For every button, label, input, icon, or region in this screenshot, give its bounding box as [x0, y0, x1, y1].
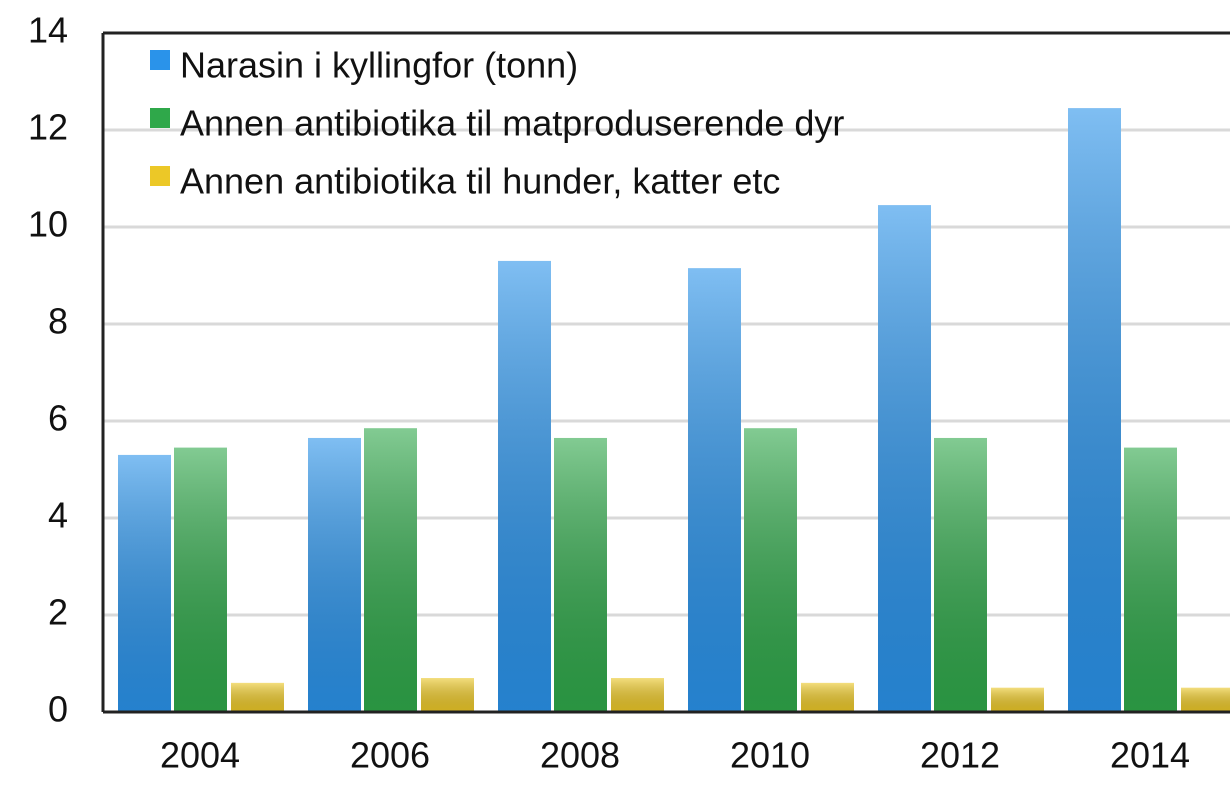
bar-shine	[934, 437, 987, 712]
x-tick-label: 2010	[730, 735, 810, 776]
bar-shine	[611, 678, 664, 712]
bar-shine	[421, 678, 474, 712]
y-tick-label: 10	[28, 204, 68, 245]
legend-label: Annen antibiotika til matproduserende dy…	[180, 103, 844, 144]
bar-shine	[554, 437, 607, 712]
bar-shine	[1181, 687, 1230, 712]
bar-shine	[174, 447, 227, 712]
legend-label: Annen antibiotika til hunder, katter etc	[180, 161, 780, 202]
legend-swatch	[150, 50, 170, 70]
y-tick-label: 6	[48, 398, 68, 439]
bar-shine	[1124, 447, 1177, 712]
y-tick-label: 14	[28, 10, 68, 51]
bar-shine	[118, 454, 171, 712]
x-tick-label: 2014	[1110, 735, 1190, 776]
x-tick-label: 2008	[540, 735, 620, 776]
legend-label: Narasin i kyllingfor (tonn)	[180, 45, 578, 86]
legend-swatch	[150, 166, 170, 186]
y-tick-label: 2	[48, 592, 68, 633]
bar-shine	[801, 682, 854, 712]
bar-shine	[991, 687, 1044, 712]
bar-shine	[744, 428, 797, 712]
x-tick-label: 2004	[160, 735, 240, 776]
y-tick-label: 0	[48, 689, 68, 730]
bar-shine	[688, 268, 741, 712]
y-tick-label: 4	[48, 495, 68, 536]
x-tick-label: 2006	[350, 735, 430, 776]
y-tick-label: 8	[48, 301, 68, 342]
bar-shine	[878, 205, 931, 713]
bar-shine	[498, 260, 551, 712]
bar-shine	[308, 437, 361, 712]
x-tick-label: 2012	[920, 735, 1000, 776]
bar-shine	[231, 682, 284, 712]
bar-shine	[364, 428, 417, 712]
bar-shine	[1068, 108, 1121, 713]
y-tick-label: 12	[28, 107, 68, 148]
legend-swatch	[150, 108, 170, 128]
